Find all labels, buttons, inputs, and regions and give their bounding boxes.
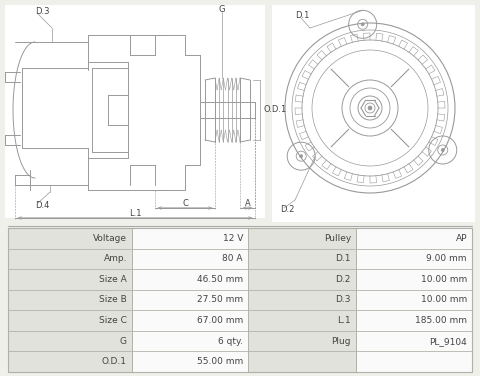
Bar <box>8 310 132 331</box>
Text: 67.00 mm: 67.00 mm <box>197 316 243 325</box>
Text: D.1: D.1 <box>295 12 310 21</box>
Bar <box>8 290 132 310</box>
Bar <box>132 290 248 310</box>
Text: O.D.1: O.D.1 <box>263 106 286 115</box>
Bar <box>356 249 472 269</box>
Circle shape <box>441 149 444 152</box>
Text: D.1: D.1 <box>336 254 351 263</box>
Bar <box>248 269 356 290</box>
Bar <box>132 269 248 290</box>
Text: 10.00 mm: 10.00 mm <box>421 296 467 305</box>
Text: 12 V: 12 V <box>223 234 243 243</box>
Bar <box>8 249 132 269</box>
Text: A: A <box>245 199 251 208</box>
Text: 80 A: 80 A <box>223 254 243 263</box>
Text: PL_9104: PL_9104 <box>429 337 467 346</box>
Text: 46.50 mm: 46.50 mm <box>197 275 243 284</box>
Bar <box>248 290 356 310</box>
Bar <box>132 228 248 249</box>
Circle shape <box>368 106 372 110</box>
Bar <box>5 5 265 218</box>
Bar <box>132 331 248 352</box>
Text: D.4: D.4 <box>35 200 49 209</box>
Text: Voltage: Voltage <box>93 234 127 243</box>
Bar <box>248 228 356 249</box>
Bar <box>356 310 472 331</box>
Bar <box>272 5 475 222</box>
Text: L.1: L.1 <box>337 316 351 325</box>
Bar <box>248 310 356 331</box>
Bar <box>8 331 132 352</box>
Text: AP: AP <box>456 234 467 243</box>
Circle shape <box>300 155 303 158</box>
Bar <box>356 269 472 290</box>
Text: G: G <box>219 6 225 15</box>
Text: O.D.1: O.D.1 <box>102 357 127 366</box>
Bar <box>248 249 356 269</box>
Bar <box>8 269 132 290</box>
Bar <box>132 249 248 269</box>
Bar <box>248 352 356 372</box>
Text: 10.00 mm: 10.00 mm <box>421 275 467 284</box>
Text: D.2: D.2 <box>280 206 294 214</box>
Text: Size A: Size A <box>99 275 127 284</box>
Text: G: G <box>120 337 127 346</box>
Text: Size C: Size C <box>99 316 127 325</box>
Text: 27.50 mm: 27.50 mm <box>197 296 243 305</box>
Text: D.3: D.3 <box>336 296 351 305</box>
Bar <box>132 310 248 331</box>
Text: D.3: D.3 <box>35 8 49 17</box>
Text: C: C <box>182 199 188 208</box>
Text: 185.00 mm: 185.00 mm <box>415 316 467 325</box>
Text: 55.00 mm: 55.00 mm <box>197 357 243 366</box>
Bar <box>8 352 132 372</box>
Bar <box>248 331 356 352</box>
Text: L.1: L.1 <box>129 209 141 218</box>
Text: 9.00 mm: 9.00 mm <box>427 254 467 263</box>
Bar <box>356 331 472 352</box>
Bar <box>8 228 132 249</box>
Bar <box>132 352 248 372</box>
Text: D.2: D.2 <box>336 275 351 284</box>
Text: Plug: Plug <box>332 337 351 346</box>
Bar <box>356 290 472 310</box>
Bar <box>356 228 472 249</box>
Text: Pulley: Pulley <box>324 234 351 243</box>
Bar <box>8 228 472 372</box>
Circle shape <box>361 23 364 26</box>
Bar <box>356 352 472 372</box>
Text: Size B: Size B <box>99 296 127 305</box>
Text: 6 qty.: 6 qty. <box>218 337 243 346</box>
Text: Amp.: Amp. <box>104 254 127 263</box>
